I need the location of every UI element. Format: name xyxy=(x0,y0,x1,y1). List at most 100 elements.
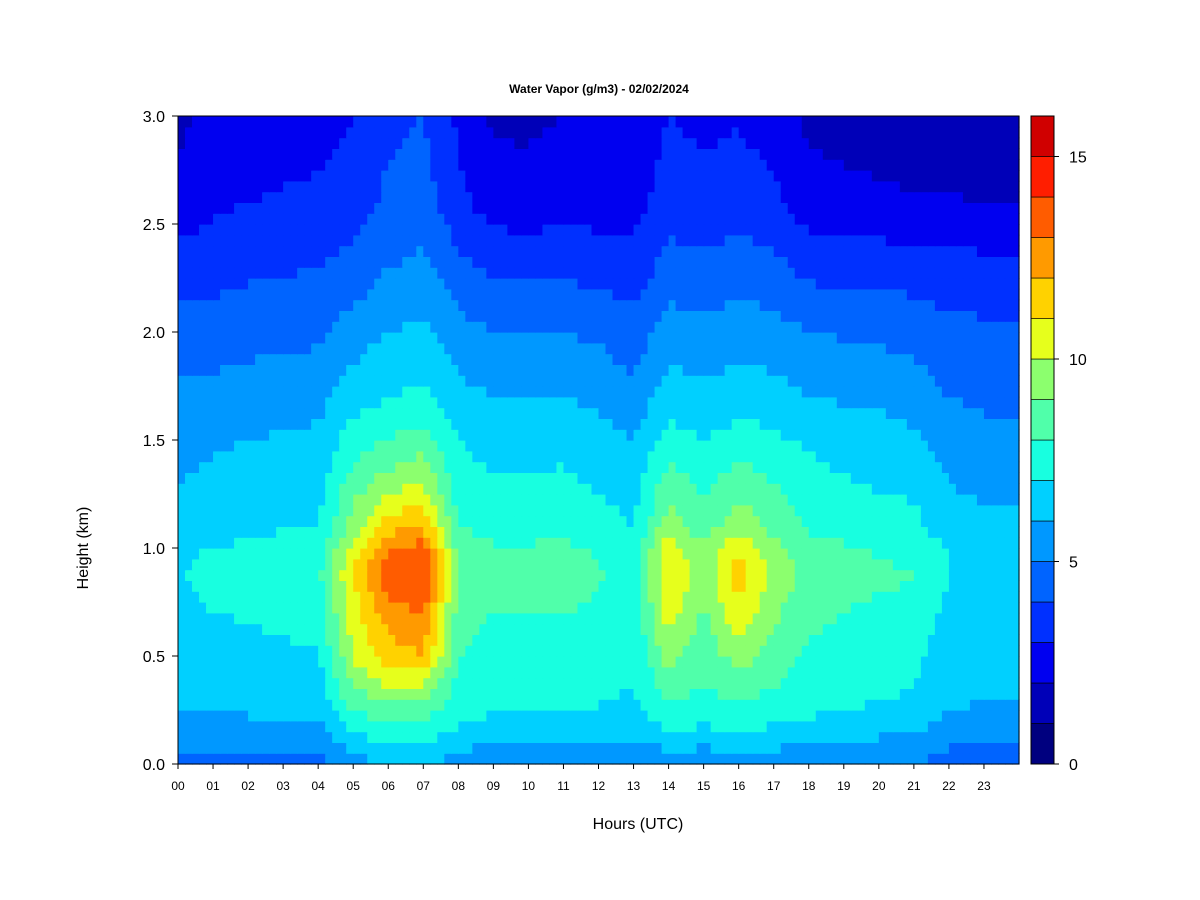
heatmap-cell xyxy=(1011,720,1020,733)
heatmap-cell xyxy=(941,753,950,765)
heatmap-cell xyxy=(920,526,929,538)
heatmap-cell xyxy=(955,321,964,333)
heatmap-cell xyxy=(332,353,340,365)
heatmap-cell xyxy=(976,699,985,711)
heatmap-cell xyxy=(353,386,361,398)
heatmap-cell xyxy=(668,526,677,538)
heatmap-cell xyxy=(374,656,382,668)
heatmap-cell xyxy=(584,699,593,711)
heatmap-cell xyxy=(437,386,445,398)
heatmap-cell xyxy=(493,720,501,733)
heatmap-cell xyxy=(808,332,817,344)
heatmap-cell xyxy=(507,472,515,484)
heatmap-cell xyxy=(1011,483,1020,495)
heatmap-cell xyxy=(213,558,221,571)
heatmap-cell xyxy=(423,623,431,635)
heatmap-cell xyxy=(836,461,845,473)
heatmap-cell xyxy=(822,731,831,743)
heatmap-cell xyxy=(332,418,340,430)
heatmap-cell xyxy=(857,753,866,765)
heatmap-cell xyxy=(542,407,551,419)
heatmap-cell xyxy=(724,461,733,473)
heatmap-cell xyxy=(514,472,523,484)
heatmap-cell xyxy=(479,591,487,603)
heatmap-cell xyxy=(535,699,544,711)
heatmap-cell xyxy=(199,440,207,452)
heatmap-cell xyxy=(822,526,831,538)
heatmap-cell xyxy=(416,375,424,387)
heatmap-cell xyxy=(577,656,586,668)
heatmap-cell xyxy=(808,645,817,657)
heatmap-cell xyxy=(346,450,354,463)
heatmap-cell xyxy=(178,666,186,679)
heatmap-cell xyxy=(437,418,445,430)
heatmap-cell xyxy=(787,429,796,441)
heatmap-cell xyxy=(759,526,768,538)
heatmap-cell xyxy=(983,461,992,473)
heatmap-cell xyxy=(451,321,459,333)
heatmap-cell xyxy=(745,645,754,657)
heatmap-cell xyxy=(962,515,971,527)
heatmap-cell xyxy=(969,461,978,473)
heatmap-cell xyxy=(619,742,628,754)
heatmap-cell xyxy=(437,450,445,463)
heatmap-cell xyxy=(220,602,228,614)
heatmap-cell xyxy=(451,710,459,722)
heatmap-cell xyxy=(248,472,256,484)
heatmap-cell xyxy=(689,591,698,603)
heatmap-cell xyxy=(528,494,537,506)
heatmap-cell xyxy=(213,450,221,463)
heatmap-cell xyxy=(955,396,964,409)
heatmap-cell xyxy=(444,677,452,689)
heatmap-cell xyxy=(192,710,200,722)
heatmap-cell xyxy=(899,364,908,376)
heatmap-cell xyxy=(472,321,480,333)
heatmap-cell xyxy=(528,602,537,614)
heatmap-cell xyxy=(388,375,396,387)
heatmap-cell xyxy=(668,699,677,711)
heatmap-cell xyxy=(619,353,628,365)
heatmap-cell xyxy=(374,742,382,754)
heatmap-cell xyxy=(563,526,572,538)
heatmap-cell xyxy=(808,364,817,376)
heatmap-cell xyxy=(787,418,796,430)
heatmap-cell xyxy=(241,332,249,344)
heatmap-cell xyxy=(668,558,677,571)
heatmap-cell xyxy=(472,450,480,463)
heatmap-cell xyxy=(745,602,754,614)
heatmap-cell xyxy=(409,688,417,700)
heatmap-cell xyxy=(745,591,754,603)
heatmap-cell xyxy=(661,396,670,409)
heatmap-cell xyxy=(885,688,894,700)
heatmap-cell xyxy=(297,526,305,538)
heatmap-cell xyxy=(605,472,614,484)
heatmap-cell xyxy=(178,526,186,538)
heatmap-cell xyxy=(633,494,642,506)
heatmap-cell xyxy=(409,386,417,398)
heatmap-cell xyxy=(353,580,361,592)
heatmap-cell xyxy=(486,440,494,452)
heatmap-cell xyxy=(220,504,228,517)
heatmap-cell xyxy=(458,591,466,603)
heatmap-cell xyxy=(626,742,635,754)
heatmap-cell xyxy=(689,386,698,398)
heatmap-cell xyxy=(437,580,445,592)
heatmap-cell xyxy=(626,504,635,517)
heatmap-cell xyxy=(584,753,593,765)
heatmap-cell xyxy=(346,310,354,322)
heatmap-cell xyxy=(311,569,319,581)
heatmap-cell xyxy=(542,645,551,657)
heatmap-cell xyxy=(787,645,796,657)
heatmap-cell xyxy=(1011,515,1020,527)
heatmap-cell xyxy=(430,515,438,527)
heatmap-cell xyxy=(374,731,382,743)
heatmap-cell xyxy=(661,677,670,689)
heatmap-cell xyxy=(997,634,1006,646)
heatmap-cell xyxy=(367,353,375,365)
heatmap-cell xyxy=(542,591,551,603)
heatmap-cell xyxy=(682,418,691,430)
heatmap-cell xyxy=(388,645,396,657)
heatmap-cell xyxy=(682,461,691,473)
heatmap-cell xyxy=(472,710,480,722)
heatmap-cell xyxy=(192,396,200,409)
